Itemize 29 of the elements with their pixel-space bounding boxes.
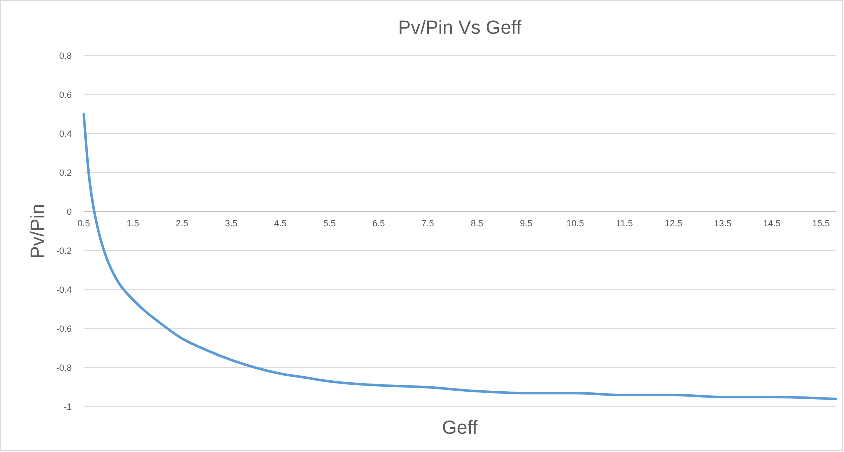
y-tick-label: -0.2: [56, 246, 72, 256]
x-tick-label: 11.5: [616, 218, 634, 228]
y-tick-label: 0.6: [59, 90, 72, 100]
x-tick-label: 0.5: [78, 218, 90, 228]
x-tick-label: 4.5: [274, 218, 287, 228]
chart-title: Pv/Pin Vs Geff: [398, 18, 522, 39]
y-tick-label: -1: [64, 402, 72, 412]
x-tick-label: 3.5: [225, 218, 238, 228]
y-tick-label: -0.4: [56, 284, 72, 295]
x-axis-title: Geff: [442, 418, 478, 439]
x-tick-label: 8.5: [470, 218, 484, 228]
x-tick-label: 13.5: [714, 218, 732, 228]
x-tick-label: 6.5: [372, 218, 386, 228]
x-tick-label: 7.5: [422, 218, 434, 228]
y-tick-label: -0.6: [56, 324, 72, 334]
y-tick-label: 0: [66, 206, 72, 217]
x-tick-label: 5.5: [323, 218, 336, 228]
x-tick-label: 12.5: [665, 218, 683, 228]
x-tick-label: 9.5: [520, 218, 533, 228]
x-tick-label: 1.5: [126, 218, 140, 228]
y-axis-title: Pv/Pin: [28, 204, 49, 259]
x-tick-label: 2.5: [176, 218, 189, 228]
y-tick-label: 0.8: [59, 50, 72, 61]
x-tick-label: 10.5: [566, 218, 584, 228]
y-tick-label: 0.4: [59, 128, 72, 139]
x-tick-label: 15.5: [812, 218, 830, 228]
x-tick-label: 14.5: [763, 218, 781, 228]
y-tick-label: -0.8: [56, 362, 72, 373]
y-tick-label: 0.2: [59, 168, 72, 178]
